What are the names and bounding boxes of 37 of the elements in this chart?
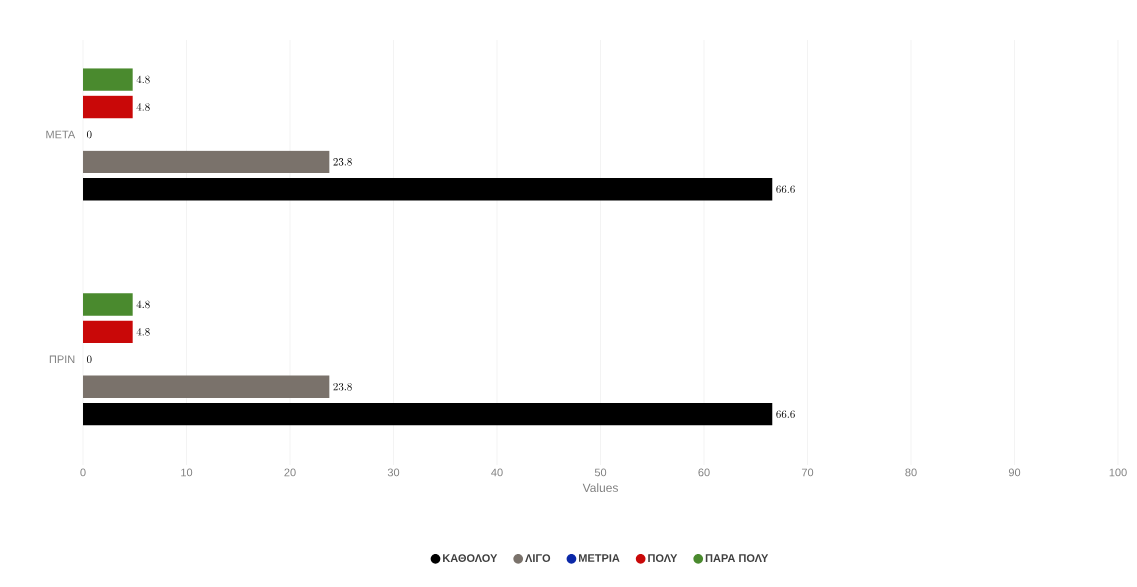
legend-label: ΚΑΘΟΛΟΥ	[443, 554, 498, 562]
x-tick-label: 90	[1008, 468, 1021, 477]
legend-label: ΛΙΓΟ	[525, 554, 551, 562]
legend-label: ΠΑΡΑ ΠΟΛΥ	[705, 554, 769, 562]
x-tick-label: 0	[80, 468, 86, 477]
data-label: 4.8	[136, 75, 150, 84]
x-tick-label: 10	[181, 468, 193, 477]
data-label: 66.6	[776, 185, 795, 194]
bar	[83, 95, 133, 119]
data-label: 23.8	[333, 382, 352, 391]
x-tick-label: 40	[491, 468, 503, 477]
data-label: 4.8	[136, 327, 150, 336]
data-label: 23.8	[333, 158, 352, 166]
bar	[83, 375, 330, 398]
bar	[83, 178, 773, 201]
x-axis-title: Values	[582, 483, 618, 492]
x-tick-label: 60	[698, 468, 710, 477]
x-tick-label: 50	[594, 468, 607, 477]
bar	[83, 293, 133, 316]
x-tick-label: 70	[801, 468, 814, 477]
y-tick-label: ΜΕΤΑ	[46, 130, 76, 139]
bar	[83, 402, 773, 426]
legend-label: ΜΕΤΡΙΑ	[579, 554, 620, 562]
x-tick-label: 20	[284, 468, 296, 477]
x-tick-label: 30	[387, 468, 400, 477]
data-label: 4.8	[136, 103, 150, 111]
x-tick-label: 100	[1109, 468, 1127, 477]
y-tick-label: ΠΡΙΝ	[49, 355, 75, 364]
data-label: 0	[86, 355, 92, 364]
data-label: 0	[86, 130, 92, 139]
data-label: 4.8	[136, 300, 150, 309]
bar	[83, 320, 133, 344]
legend-label: ΠΟΛΥ	[648, 554, 678, 562]
x-tick-label: 80	[905, 468, 917, 477]
bar	[83, 68, 133, 91]
bar	[83, 150, 330, 174]
data-label: 66.6	[776, 410, 795, 418]
